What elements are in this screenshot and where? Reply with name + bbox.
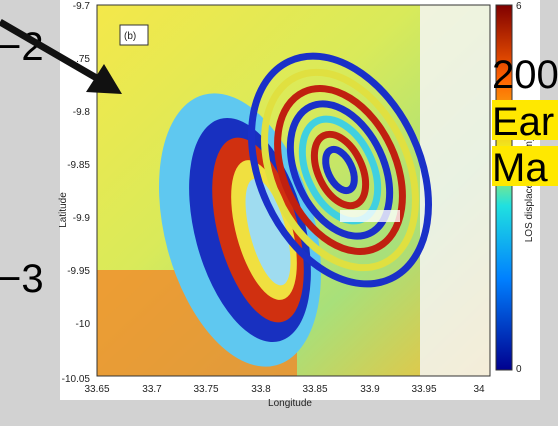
y-tick-label: -9.85 <box>67 160 90 171</box>
colorbar-tick-label: 0 <box>516 364 522 375</box>
plot-frame <box>96 4 491 377</box>
colorbar-label: LOS displacement (cm) <box>524 138 535 242</box>
y-axis-label: Latitude <box>58 192 69 228</box>
y-ticks: -9.7 .75 -9.8 -9.85 -9.9 -9.95 -10 -10.0… <box>62 1 91 385</box>
y-tick-label: -9.95 <box>67 266 90 277</box>
colorbar <box>495 4 513 371</box>
slide-text: 200 <box>492 53 558 97</box>
y-tick-label: -10 <box>76 319 91 330</box>
slide-text: Ear <box>492 100 554 144</box>
y-tick-label: -9.7 <box>73 1 91 12</box>
x-tick-label: 33.95 <box>411 384 436 395</box>
arrow <box>0 18 122 94</box>
highlight <box>492 100 558 140</box>
x-tick-label: 33.85 <box>302 384 327 395</box>
panel-box <box>119 24 149 46</box>
x-tick-label: 33.75 <box>193 384 218 395</box>
x-tick-label: 34 <box>473 384 485 395</box>
x-axis-label: Longitude <box>268 398 312 409</box>
x-tick-label: 33.9 <box>360 384 380 395</box>
x-tick-label: 33.8 <box>251 384 271 395</box>
y-tick-label: -10.05 <box>62 374 91 385</box>
highlight <box>492 146 558 186</box>
slide-text: Ma <box>492 146 548 190</box>
slide-label: −3 <box>0 257 44 301</box>
y-tick-label: -9.8 <box>73 107 91 118</box>
x-tick-label: 33.7 <box>142 384 162 395</box>
x-tick-label: 33.65 <box>84 384 109 395</box>
interferogram <box>97 5 490 376</box>
y-tick-label: -9.9 <box>73 213 91 224</box>
x-ticks: 33.65 33.7 33.75 33.8 33.85 33.9 33.95 3… <box>84 384 485 395</box>
colorbar-tick-label: 6 <box>516 1 522 12</box>
y-tick-label: .75 <box>76 54 90 65</box>
panel-label: (b) <box>124 31 136 42</box>
